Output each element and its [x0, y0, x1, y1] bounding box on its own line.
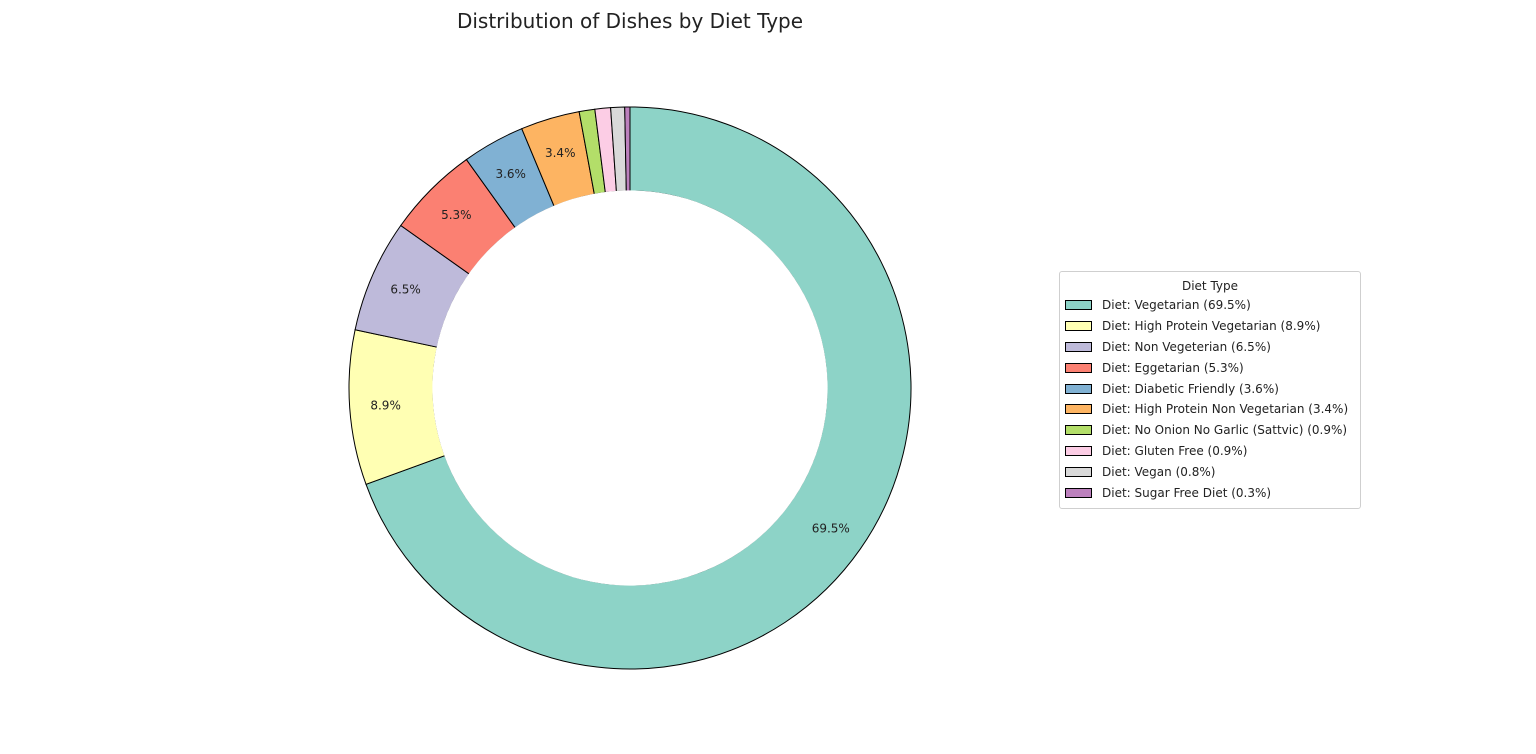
legend-label: Diet: No Onion No Garlic (Sattvic) (0.9%…: [1102, 423, 1348, 438]
chart-title: Distribution of Dishes by Diet Type: [456, 9, 804, 33]
pct-labels-layer: 69.5% 8.9% 6.5% 5.3% 3.6% 3.4%: [370, 146, 849, 535]
legend-label: Diet: Vegan (0.8%): [1102, 464, 1216, 479]
legend-swatch: [1065, 466, 1092, 477]
legend-item-8: Diet: Vegan (0.8%): [1060, 461, 1360, 482]
legend-swatch: [1065, 362, 1092, 373]
legend-title: Diet Type: [1181, 279, 1239, 293]
legend-item-7: Diet: Gluten Free (0.9%): [1060, 441, 1360, 462]
legend: Diet Type Diet: Vegetarian (69.5%) Diet: …: [1059, 271, 1361, 509]
legend-item-6: Diet: No Onion No Garlic (Sattvic) (0.9%…: [1060, 420, 1360, 441]
legend-swatch: [1065, 300, 1092, 311]
legend-label: Diet: Vegetarian (69.5%): [1102, 298, 1251, 313]
legend-item-0: Diet: Vegetarian (69.5%): [1060, 295, 1360, 316]
legend-label: Diet: Diabetic Friendly (3.6%): [1102, 381, 1279, 396]
legend-item-3: Diet: Eggetarian (5.3%): [1060, 357, 1360, 378]
legend-label: Diet: Non Vegeterian (6.5%): [1102, 339, 1271, 354]
legend-swatch: [1065, 445, 1092, 456]
legend-item-2: Diet: Non Vegeterian (6.5%): [1060, 337, 1360, 358]
legend-swatch: [1065, 425, 1092, 436]
legend-swatch: [1065, 404, 1092, 415]
pct-label-3: 5.3%: [441, 208, 472, 222]
legend-item-5: Diet: High Protein Non Vegetarian (3.4%): [1060, 399, 1360, 420]
pct-label-1: 8.9%: [370, 398, 401, 412]
legend-swatch: [1065, 341, 1092, 352]
legend-label: Diet: High Protein Vegetarian (8.9%): [1102, 319, 1321, 334]
legend-swatch: [1065, 383, 1092, 394]
donut-hole: [432, 190, 828, 586]
donut-chart: 69.5% 8.9% 6.5% 5.3% 3.6% 3.4%: [348, 106, 912, 670]
legend-item-4: Diet: Diabetic Friendly (3.6%): [1060, 378, 1360, 399]
pct-label-0: 69.5%: [812, 521, 850, 535]
legend-swatch: [1065, 321, 1092, 332]
legend-label: Diet: Gluten Free (0.9%): [1102, 443, 1248, 458]
legend-item-9: Diet: Sugar Free Diet (0.3%): [1060, 482, 1360, 503]
legend-label: Diet: Sugar Free Diet (0.3%): [1102, 485, 1272, 500]
legend-swatch: [1065, 487, 1092, 498]
legend-label: Diet: High Protein Non Vegetarian (3.4%): [1102, 402, 1349, 417]
pct-label-2: 6.5%: [390, 283, 421, 297]
pct-label-5: 3.4%: [545, 146, 576, 160]
legend-label: Diet: Eggetarian (5.3%): [1102, 360, 1244, 375]
slices-layer: [348, 106, 912, 670]
pct-label-4: 3.6%: [495, 167, 526, 181]
legend-rows: Diet: Vegetarian (69.5%) Diet: High Prote…: [1060, 295, 1360, 503]
legend-item-1: Diet: High Protein Vegetarian (8.9%): [1060, 316, 1360, 337]
